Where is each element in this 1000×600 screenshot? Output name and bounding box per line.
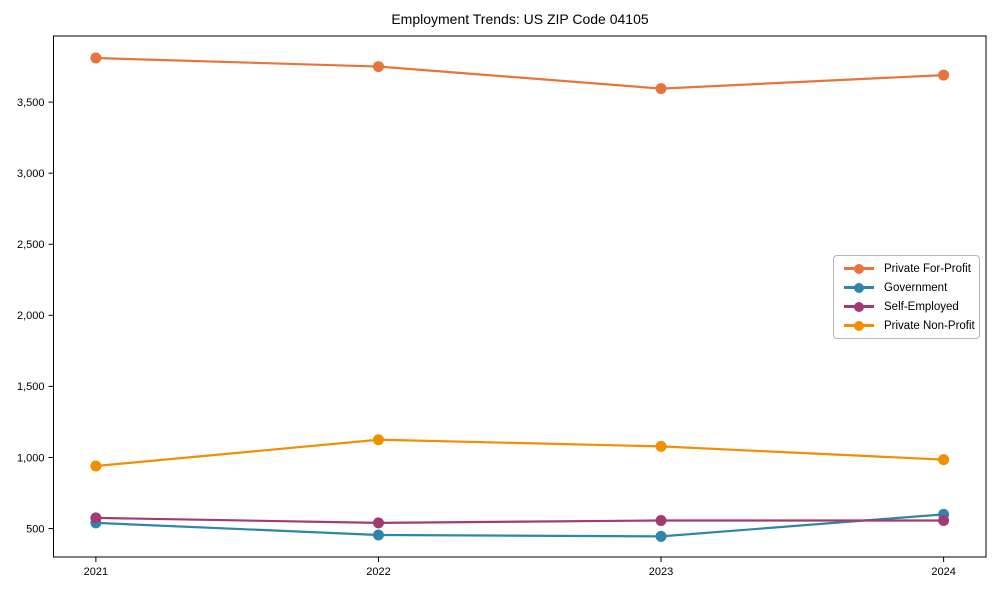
legend-dot-icon (854, 301, 864, 312)
y-tick-label: 3,000 (17, 168, 45, 180)
chart-title: Employment Trends: US ZIP Code 04105 (391, 11, 649, 27)
y-tick-label: 2,500 (17, 239, 45, 251)
series-line-self-employed (94, 516, 945, 524)
data-point (655, 514, 667, 526)
legend-item-self-employed: Self-Employed (840, 298, 973, 316)
legend-item-label: Self-Employed (884, 300, 959, 313)
legend-item-label: Private Non-Profit (884, 319, 975, 332)
data-point (938, 514, 950, 526)
legend-marker-icon (844, 282, 874, 293)
series-line-government (94, 513, 945, 538)
data-point (90, 52, 102, 64)
data-point (372, 434, 384, 446)
data-point (655, 440, 667, 452)
y-tick-label: 2,000 (17, 310, 45, 322)
legend-item-label: Private For-Profit (884, 262, 971, 275)
x-tick-label: 2024 (931, 566, 955, 578)
x-tick-label: 2023 (649, 566, 673, 578)
data-point (938, 69, 950, 81)
data-point (90, 460, 102, 472)
legend: Private For-Profit Government Self-Employe… (833, 255, 980, 339)
legend-item-government: Government (840, 279, 973, 297)
data-point (90, 512, 102, 524)
legend-item-private-non-profit: Private Non-Profit (840, 317, 975, 335)
plot-border (53, 35, 987, 558)
legend-marker-icon (844, 263, 874, 274)
y-tick-label: 1,000 (17, 452, 45, 464)
data-point (655, 530, 667, 542)
data-point (372, 61, 384, 73)
x-tick-label: 2022 (366, 566, 390, 578)
legend-marker-icon (844, 301, 874, 312)
series-line-private-non-profit (94, 438, 945, 468)
y-tick-label: 500 (26, 523, 44, 535)
legend-dot-icon (854, 282, 864, 293)
legend-item-private-for-profit: Private For-Profit (840, 260, 973, 278)
y-tick-label: 1,500 (17, 381, 45, 393)
data-point (938, 454, 950, 466)
data-point (372, 529, 384, 541)
series-line-private-for-profit (94, 56, 945, 90)
y-tick-label: 3,500 (17, 97, 45, 109)
data-point (655, 83, 667, 95)
x-tick-label: 2021 (84, 566, 108, 578)
legend-dot-icon (854, 263, 864, 274)
legend-dot-icon (854, 320, 864, 331)
data-point (372, 517, 384, 529)
legend-item-label: Government (884, 281, 948, 294)
legend-marker-icon (844, 320, 874, 331)
